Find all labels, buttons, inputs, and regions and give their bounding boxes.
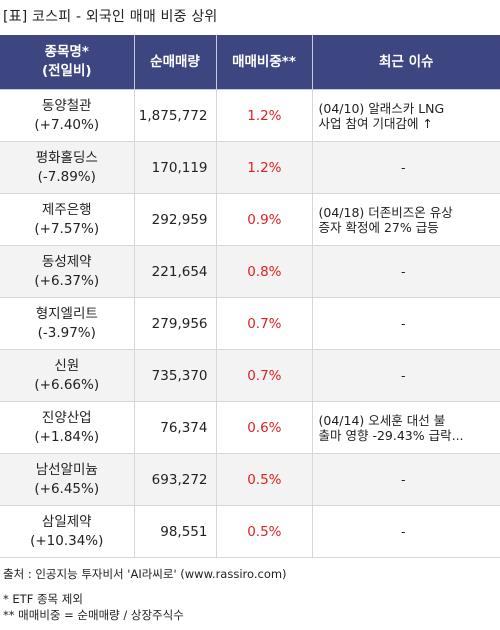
stock-change: (+7.40%) xyxy=(34,116,100,133)
recent-issue: - xyxy=(311,349,500,402)
table-row: 신원 (+6.66%) 735,370 0.7% - xyxy=(0,349,500,402)
net-volume: 292,959 xyxy=(133,193,217,246)
trade-ratio: 1.2% xyxy=(215,141,313,194)
stock-cell: 동양철관 (+7.40%) xyxy=(0,89,135,142)
recent-issue: - xyxy=(311,245,500,298)
table-row: 형지엘리트 (-3.97%) 279,956 0.7% - xyxy=(0,297,500,350)
stock-cell: 형지엘리트 (-3.97%) xyxy=(0,297,135,350)
stock-name: 진양산업 xyxy=(41,409,92,426)
recent-issue: - xyxy=(311,141,500,194)
issue-line2: 출마 영향 -29.43% 급락... xyxy=(318,427,464,443)
stock-cell: 진양산업 (+1.84%) xyxy=(0,401,135,454)
stock-cell: 평화홀딩스 (-7.89%) xyxy=(0,141,135,194)
stock-cell: 신원 (+6.66%) xyxy=(0,349,135,402)
source-text: 출처 : 인공지능 투자비서 'AI라씨로' (www.rassiro.com) xyxy=(3,567,287,581)
table-row: 평화홀딩스 (-7.89%) 170,119 1.2% - xyxy=(0,141,500,194)
table-title: [표] 코스피 - 외국인 매매 비중 상위 xyxy=(3,9,218,25)
stock-cell: 삼일제약 (+10.34%) xyxy=(0,505,135,558)
net-volume: 1,875,772 xyxy=(133,89,217,142)
net-volume: 693,272 xyxy=(133,453,217,506)
trade-ratio: 0.7% xyxy=(215,297,313,350)
trade-ratio: 1.2% xyxy=(215,89,313,142)
stock-name: 동양철관 xyxy=(41,97,92,114)
table-row: 동양철관 (+7.40%) 1,875,772 1.2% (04/10) 알래스카 LN… xyxy=(0,89,500,142)
header-issue: 최근 이슈 xyxy=(311,35,500,90)
stock-cell: 제주은행 (+7.57%) xyxy=(0,193,135,246)
issue-line1: - xyxy=(400,264,406,279)
issue-line2: 증자 확정에 27% 급등 xyxy=(318,219,439,235)
table-row: 남선알미늄 (+6.45%) 693,272 0.5% - xyxy=(0,453,500,506)
issue-line1: (04/14) 오세훈 대선 불 xyxy=(318,412,446,428)
stock-name: 남선알미늄 xyxy=(35,461,98,478)
header-ratio: 매매비중** xyxy=(215,35,313,90)
trade-ratio: 0.9% xyxy=(215,193,313,246)
recent-issue: (04/18) 더존비즈온 유상 증자 확정에 27% 급등 xyxy=(311,193,500,246)
stock-change: (+7.57%) xyxy=(34,220,100,237)
net-volume: 279,956 xyxy=(133,297,217,350)
issue-line1: - xyxy=(400,472,406,487)
trade-ratio: 0.7% xyxy=(215,349,313,402)
table-row: 제주은행 (+7.57%) 292,959 0.9% (04/18) 더존비즈온 유상 증… xyxy=(0,193,500,246)
trade-ratio: 0.5% xyxy=(215,453,313,506)
trade-ratio: 0.8% xyxy=(215,245,313,298)
stock-change: (+10.34%) xyxy=(30,532,104,549)
issue-line1: - xyxy=(400,368,406,383)
issue-line1: (04/10) 알래스카 LNG xyxy=(318,100,445,116)
issue-line1: - xyxy=(400,160,406,175)
issue-line1: - xyxy=(400,316,406,331)
recent-issue: - xyxy=(311,297,500,350)
trade-ratio: 0.6% xyxy=(215,401,313,454)
stock-name: 형지엘리트 xyxy=(35,305,98,322)
stock-name: 동성제약 xyxy=(41,253,92,270)
header-name-line1: 종목명* xyxy=(44,44,89,60)
issue-line2: 사업 참여 기대감에 ↑ xyxy=(318,115,433,131)
table-row: 동성제약 (+6.37%) 221,654 0.8% - xyxy=(0,245,500,298)
stock-name: 삼일제약 xyxy=(41,513,92,530)
net-volume: 170,119 xyxy=(133,141,217,194)
table-row: 삼일제약 (+10.34%) 98,551 0.5% - xyxy=(0,505,500,558)
table-header-row: 종목명* (전일비) 순매매량 매매비중** 최근 이슈 xyxy=(0,35,500,90)
stock-name: 평화홀딩스 xyxy=(35,149,98,166)
stock-change: (+6.66%) xyxy=(34,376,100,393)
recent-issue: - xyxy=(311,505,500,558)
stock-cell: 남선알미늄 (+6.45%) xyxy=(0,453,135,506)
issue-line1: (04/18) 더존비즈온 유상 xyxy=(318,204,453,220)
stock-change: (-7.89%) xyxy=(37,168,96,185)
stock-name: 제주은행 xyxy=(41,201,92,218)
header-name-line2: (전일비) xyxy=(41,63,92,79)
footnote-ratio: ** 매매비중 = 순매매량 / 상장주식수 xyxy=(3,608,184,622)
foreign-trading-table: 종목명* (전일비) 순매매량 매매비중** 최근 이슈 동양철관 (+7.40%… xyxy=(0,35,500,558)
trade-ratio: 0.5% xyxy=(215,505,313,558)
net-volume: 76,374 xyxy=(133,401,217,454)
stock-change: (+6.45%) xyxy=(34,480,100,497)
footnote-etf: * ETF 종목 제외 xyxy=(3,592,83,606)
issue-line1: - xyxy=(400,524,406,539)
stock-change: (-3.97%) xyxy=(37,324,96,341)
recent-issue: - xyxy=(311,453,500,506)
recent-issue: (04/14) 오세훈 대선 불 출마 영향 -29.43% 급락... xyxy=(311,401,500,454)
net-volume: 221,654 xyxy=(133,245,217,298)
net-volume: 98,551 xyxy=(133,505,217,558)
net-volume: 735,370 xyxy=(133,349,217,402)
recent-issue: (04/10) 알래스카 LNG 사업 참여 기대감에 ↑ xyxy=(311,89,500,142)
stock-change: (+6.37%) xyxy=(34,272,100,289)
header-volume: 순매매량 xyxy=(133,35,217,90)
stock-change: (+1.84%) xyxy=(34,428,100,445)
header-name: 종목명* (전일비) xyxy=(0,35,135,90)
stock-cell: 동성제약 (+6.37%) xyxy=(0,245,135,298)
stock-name: 신원 xyxy=(54,357,80,374)
table-row: 진양산업 (+1.84%) 76,374 0.6% (04/14) 오세훈 대선 불 출마… xyxy=(0,401,500,454)
